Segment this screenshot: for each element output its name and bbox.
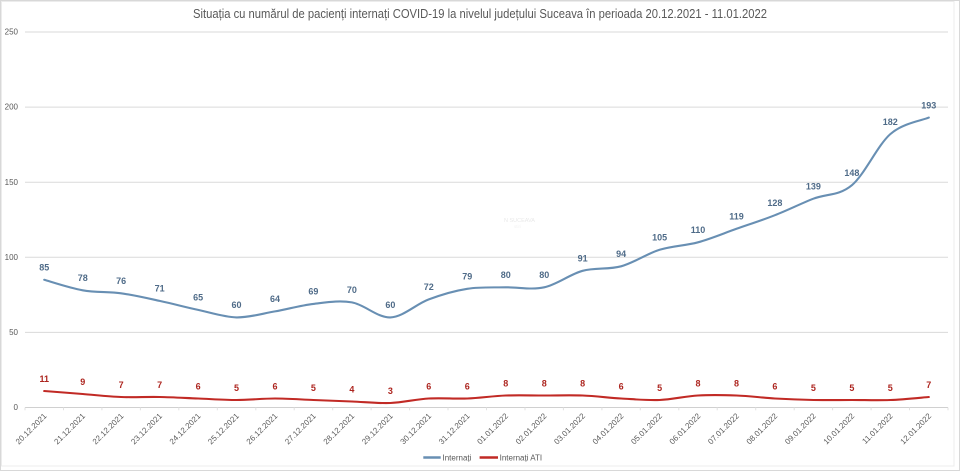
svg-text:65: 65 — [193, 293, 203, 303]
svg-text:94: 94 — [616, 249, 626, 259]
svg-text:5: 5 — [811, 383, 816, 393]
svg-text:64: 64 — [270, 294, 280, 304]
svg-text:148: 148 — [844, 168, 859, 178]
svg-text:8: 8 — [580, 378, 585, 388]
svg-text:6: 6 — [196, 381, 201, 391]
svg-text:0: 0 — [14, 403, 19, 412]
svg-text:8: 8 — [503, 378, 508, 388]
svg-text:8: 8 — [734, 378, 739, 388]
svg-text:110: 110 — [691, 225, 706, 235]
svg-text:9: 9 — [80, 377, 85, 387]
svg-text:139: 139 — [806, 182, 821, 192]
svg-text:105: 105 — [652, 233, 667, 243]
svg-text:100: 100 — [5, 253, 19, 262]
svg-text:5: 5 — [234, 383, 239, 393]
svg-text:72: 72 — [424, 282, 434, 292]
svg-text:5: 5 — [311, 383, 316, 393]
svg-text:119: 119 — [729, 212, 744, 222]
svg-text:11: 11 — [39, 374, 49, 384]
svg-text:6: 6 — [272, 381, 277, 391]
svg-text:79: 79 — [462, 272, 472, 282]
svg-text:Internați: Internați — [443, 453, 472, 462]
svg-text:7: 7 — [119, 380, 124, 390]
svg-text:182: 182 — [883, 117, 898, 127]
svg-text:5: 5 — [888, 383, 893, 393]
svg-text:6: 6 — [619, 381, 624, 391]
svg-text:5: 5 — [657, 383, 662, 393]
svg-text:stiri: stiri — [514, 224, 521, 229]
svg-text:70: 70 — [347, 285, 357, 295]
svg-text:6: 6 — [772, 381, 777, 391]
svg-text:6: 6 — [426, 381, 431, 391]
svg-text:7: 7 — [926, 380, 931, 390]
svg-text:N SUCEAVA: N SUCEAVA — [504, 218, 535, 224]
svg-text:Situația cu numărul de pacienț: Situația cu numărul de pacienți internaț… — [193, 7, 767, 21]
svg-text:128: 128 — [767, 198, 782, 208]
svg-text:7: 7 — [157, 380, 162, 390]
svg-text:78: 78 — [78, 273, 88, 283]
svg-text:91: 91 — [578, 254, 588, 264]
svg-text:250: 250 — [5, 28, 19, 37]
svg-text:193: 193 — [921, 100, 936, 110]
svg-text:5: 5 — [849, 383, 854, 393]
svg-text:8: 8 — [542, 378, 547, 388]
svg-text:200: 200 — [5, 103, 19, 112]
svg-text:Internați ATI: Internați ATI — [500, 453, 543, 462]
svg-text:50: 50 — [9, 328, 18, 337]
svg-text:76: 76 — [116, 276, 126, 286]
svg-text:85: 85 — [39, 263, 49, 273]
svg-text:8: 8 — [695, 378, 700, 388]
svg-text:6: 6 — [465, 381, 470, 391]
svg-text:3: 3 — [388, 386, 393, 396]
svg-text:4: 4 — [349, 384, 354, 394]
svg-text:60: 60 — [385, 300, 395, 310]
svg-text:71: 71 — [155, 284, 165, 294]
svg-text:150: 150 — [5, 178, 19, 187]
svg-text:69: 69 — [308, 287, 318, 297]
svg-text:80: 80 — [539, 270, 549, 280]
svg-text:60: 60 — [231, 300, 241, 310]
svg-text:80: 80 — [501, 270, 511, 280]
